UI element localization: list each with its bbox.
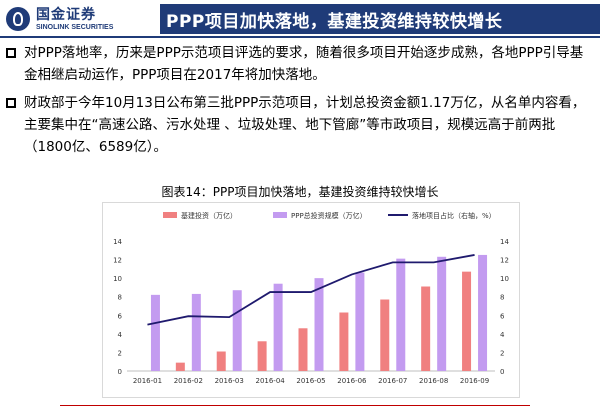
logo-icon [6, 7, 30, 31]
bar-infrastructure [339, 312, 349, 371]
y-tick-label: 12 [113, 257, 122, 265]
y-tick-label: 2 [118, 349, 122, 357]
bar-infrastructure [216, 351, 226, 371]
legend-swatch [273, 212, 287, 218]
bullet-item: 对PPP落地率，历来是PPP示范项目评选的要求，随着很多项目开始逐步成熟，各地P… [6, 42, 594, 86]
y2-tick-label: 8 [500, 294, 504, 302]
bullet-text: 对PPP落地率，历来是PPP示范项目评选的要求，随着很多项目开始逐步成熟，各地P… [24, 45, 584, 83]
square-bullet-icon [6, 48, 16, 58]
y-tick-label: 10 [113, 275, 122, 283]
y2-tick-label: 10 [500, 275, 509, 283]
bar-ppp-total [232, 290, 242, 371]
y-tick-label: 8 [118, 294, 122, 302]
x-tick-label: 2016-05 [296, 377, 325, 385]
x-tick-label: 2016-07 [378, 377, 407, 385]
bar-infrastructure [257, 341, 267, 371]
bar-infrastructure [462, 271, 472, 371]
y2-tick-label: 12 [500, 257, 509, 265]
title-bar: PPP项目加快落地，基建投资维持较快增长 [160, 4, 600, 34]
x-tick-label: 2016-04 [255, 377, 285, 385]
bar-ppp-total [273, 283, 283, 371]
bar-infrastructure [380, 299, 390, 371]
company-logo: 国金证券 SINOLINK SECURITIES [6, 4, 156, 34]
bullet-text: 财政部于今年10月13日公布第三批PPP示范项目，计划总投资金额1.17万亿，从… [24, 95, 586, 155]
combo-chart: 基建投资（万亿） PPP总投资规模（万亿） 落地项目占比（右轴，%） 0 0 2 2 4 4 6 6… [113, 211, 509, 385]
bar-ppp-total [437, 256, 447, 371]
bar-infrastructure [175, 362, 185, 371]
bar-ppp-total [191, 293, 201, 371]
y2-tick-label: 14 [500, 238, 509, 246]
bar-ppp-total [355, 272, 365, 371]
legend-swatch [163, 212, 177, 218]
bar-ppp-total [150, 294, 160, 371]
y-tick-label: 14 [113, 238, 122, 246]
y-tick-label: 0 [118, 368, 122, 376]
bar-ppp-total [396, 258, 406, 371]
legend-label: 基建投资（万亿） [181, 211, 237, 220]
series-line-landing-ratio [147, 254, 475, 326]
y2-tick-label: 2 [500, 349, 504, 357]
logo-name-cn: 国金证券 [36, 6, 96, 23]
x-tick-label: 2016-02 [174, 377, 203, 385]
header: 国金证券 SINOLINK SECURITIES PPP项目加快落地，基建投资维… [0, 0, 600, 36]
header-divider [0, 36, 600, 38]
bar-infrastructure [298, 328, 308, 371]
page-title: PPP项目加快落地，基建投资维持较快增长 [166, 11, 503, 32]
chart-frame: 基建投资（万亿） PPP总投资规模（万亿） 落地项目占比（右轴，%） 0 0 2 2 4 4 6 6… [102, 202, 520, 398]
bullet-list: 对PPP落地率，历来是PPP示范项目评选的要求，随着很多项目开始逐步成熟，各地P… [6, 42, 594, 164]
y2-tick-label: 4 [500, 331, 505, 339]
y2-tick-label: 0 [500, 368, 504, 376]
legend-label: PPP总投资规模（万亿） [291, 211, 367, 220]
y2-tick-label: 6 [500, 312, 505, 320]
legend-label: 落地项目占比（右轴，%） [412, 211, 496, 220]
bar-infrastructure [421, 286, 431, 371]
bar-ppp-total [314, 278, 324, 371]
bullet-item: 财政部于今年10月13日公布第三批PPP示范项目，计划总投资金额1.17万亿，从… [6, 92, 594, 158]
logo-name-en: SINOLINK SECURITIES [36, 23, 114, 31]
x-tick-label: 2016-03 [215, 377, 244, 385]
x-tick-label: 2016-09 [460, 377, 489, 385]
x-tick-label: 2016-08 [419, 377, 448, 385]
x-tick-label: 2016-01 [133, 377, 162, 385]
footer-divider [60, 405, 530, 406]
bar-ppp-total [478, 254, 488, 371]
y-tick-label: 6 [118, 312, 123, 320]
x-tick-label: 2016-06 [337, 377, 367, 385]
square-bullet-icon [6, 98, 16, 108]
y-tick-label: 4 [118, 331, 123, 339]
chart-caption: 图表14：PPP项目加快落地，基建投资维持较快增长 [161, 185, 439, 199]
